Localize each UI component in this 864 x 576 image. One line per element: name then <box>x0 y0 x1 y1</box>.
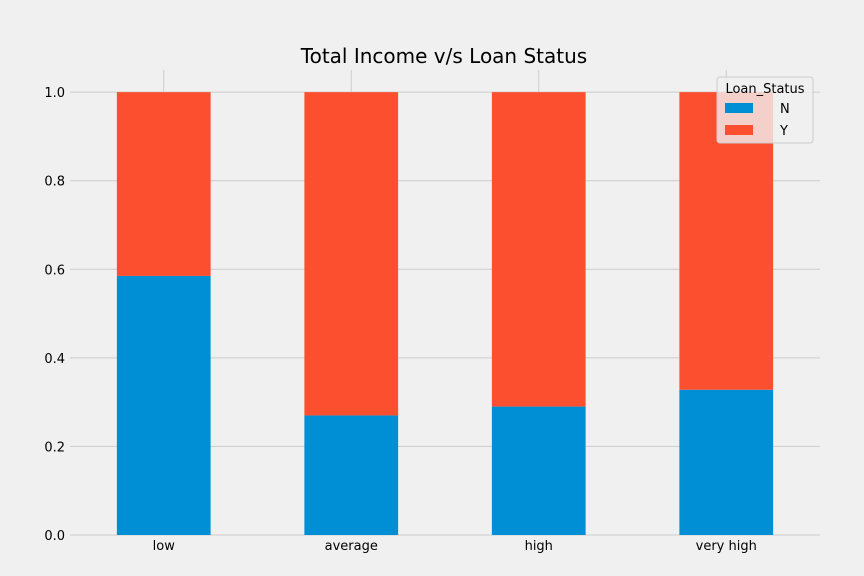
y-axis-ticks: 0.0 0.2 0.4 0.6 0.8 1.0 <box>44 86 65 544</box>
bar-very-high-N <box>679 389 774 535</box>
legend-label-N: N <box>780 102 790 117</box>
legend-swatch-Y <box>725 125 753 135</box>
y-tick-label: 0.2 <box>44 440 65 455</box>
bar-average-N <box>304 415 399 535</box>
y-tick-label: 0.6 <box>44 263 65 278</box>
x-tick-label: average <box>325 539 378 554</box>
chart-title: Total Income v/s Loan Status <box>300 44 587 68</box>
legend-swatch-N <box>725 103 753 113</box>
bar-high-N <box>491 406 586 535</box>
x-axis-ticks: low average high very high <box>153 539 757 554</box>
bars <box>116 92 774 535</box>
bar-low-N <box>116 275 211 535</box>
x-tick-label: low <box>153 539 176 554</box>
y-tick-label: 0.4 <box>44 352 65 367</box>
x-tick-label: high <box>525 539 553 554</box>
legend-label-Y: Y <box>779 124 788 139</box>
y-tick-label: 0.8 <box>44 175 65 190</box>
legend: Loan_Status NY <box>716 76 814 144</box>
legend-title: Loan_Status <box>725 82 804 97</box>
legend-entries: NY <box>725 102 790 139</box>
bar-low-Y <box>116 92 211 276</box>
bar-average-Y <box>304 92 399 416</box>
y-tick-label: 0.0 <box>44 529 65 544</box>
bar-high-Y <box>491 92 586 407</box>
y-tick-label: 1.0 <box>44 86 65 101</box>
x-tick-label: very high <box>696 539 757 554</box>
